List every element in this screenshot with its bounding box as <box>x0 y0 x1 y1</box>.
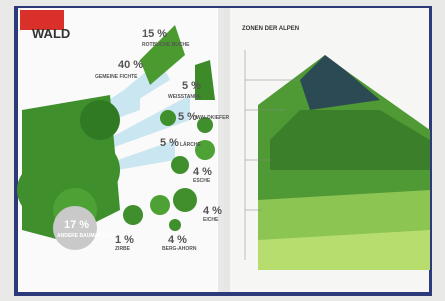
label: WEISSTANNE <box>168 94 202 100</box>
page: WALD 40 % GEMEINE FICHTE 15 % ROTBUCHE B… <box>0 0 445 301</box>
percent: 5 % <box>182 80 201 92</box>
label: BERG-AHORN <box>162 246 197 252</box>
label: WALDKIEFER <box>196 115 229 121</box>
label: GEMEINE FICHTE <box>95 74 138 80</box>
gutter <box>218 8 230 292</box>
percent: 1 % <box>115 234 134 246</box>
percent: 5 % <box>178 111 197 123</box>
right-title: ZONEN DER ALPEN <box>242 26 299 32</box>
percent: 40 % <box>118 59 143 71</box>
label: ANDERE BAUMARTEN <box>57 233 112 239</box>
percent: 4 % <box>168 234 187 246</box>
percent: 15 % <box>142 28 167 40</box>
percent: 4 % <box>203 205 222 217</box>
title: WALD <box>32 26 70 41</box>
book-photo: WALD 40 % GEMEINE FICHTE 15 % ROTBUCHE B… <box>0 0 445 301</box>
label: ROTBUCHE BUCHE <box>142 42 190 48</box>
percent: 17 % <box>64 219 89 231</box>
label: ZIRBE <box>115 246 131 252</box>
percent: 5 % <box>160 137 179 149</box>
label: ESCHE <box>193 178 211 184</box>
percent: 4 % <box>193 166 212 178</box>
label: LÄRCHE <box>180 141 201 148</box>
label: EICHE <box>203 217 219 223</box>
